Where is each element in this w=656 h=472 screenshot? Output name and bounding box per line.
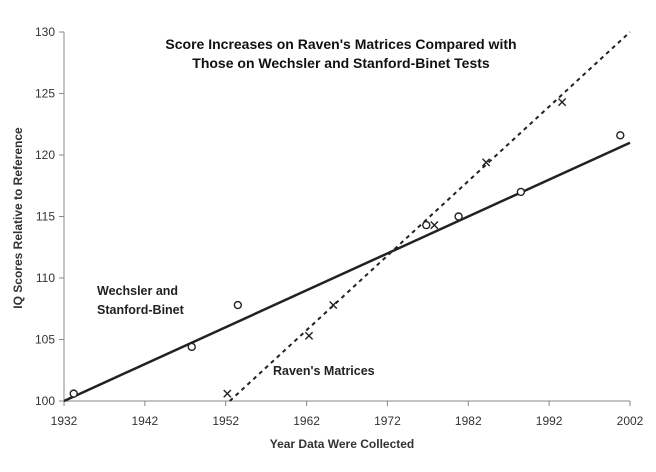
wechsler-point <box>422 220 431 230</box>
ravens-point <box>304 331 314 340</box>
trend-lines <box>63 31 631 403</box>
x-tick-label: 1962 <box>293 414 320 428</box>
ravens-point <box>481 158 491 167</box>
annotations: Wechsler and Stanford-Binet Raven's Matr… <box>97 284 375 378</box>
x-tick-label: 1942 <box>132 414 159 428</box>
wechsler-point <box>616 131 625 140</box>
annotation-wechsler-line-1: Wechsler and <box>97 284 178 298</box>
y-tick-label: 130 <box>35 25 55 39</box>
y-tick-label: 125 <box>35 87 55 101</box>
y-tick-label: 110 <box>36 271 55 285</box>
ravens-trend-line <box>229 31 631 402</box>
x-tick-label: 2002 <box>617 414 644 428</box>
x-tick-label: 1992 <box>536 414 563 428</box>
y-tick-label: 120 <box>35 148 55 162</box>
x-axis-title: Year Data Were Collected <box>270 437 415 451</box>
annotation-ravens: Raven's Matrices <box>273 364 375 378</box>
ravens-point <box>223 389 232 398</box>
wechsler-point <box>233 300 243 310</box>
wechsler-point <box>69 389 78 398</box>
x-tick-label: 1952 <box>212 414 239 428</box>
ravens-point <box>430 221 439 230</box>
y-tick-label: 100 <box>35 394 55 408</box>
wechsler-point <box>454 212 463 221</box>
x-tick-label: 1932 <box>51 414 78 428</box>
y-axis-title: IQ Scores Relative to Reference <box>11 127 25 309</box>
chart-title: Score Increases on Raven's Matrices Comp… <box>165 36 516 71</box>
y-tick-label: 105 <box>35 333 55 347</box>
chart-title-line-2: Those on Wechsler and Stanford-Binet Tes… <box>192 55 490 71</box>
axes: 100 105 110 115 120 125 130 1932 1942 1952 1962 197… <box>35 25 644 428</box>
x-tick-label: 1972 <box>374 414 401 428</box>
ravens-point <box>557 98 567 107</box>
annotation-wechsler-line-2: Stanford-Binet <box>97 303 185 317</box>
chart-title-line-1: Score Increases on Raven's Matrices Comp… <box>165 36 516 52</box>
ravens-point <box>329 300 338 310</box>
data-points <box>69 98 625 398</box>
wechsler-point <box>516 187 526 197</box>
x-tick-label: 1982 <box>455 414 482 428</box>
wechsler-trend-line <box>63 141 631 403</box>
y-tick-label: 115 <box>36 210 55 224</box>
wechsler-point <box>187 342 196 352</box>
